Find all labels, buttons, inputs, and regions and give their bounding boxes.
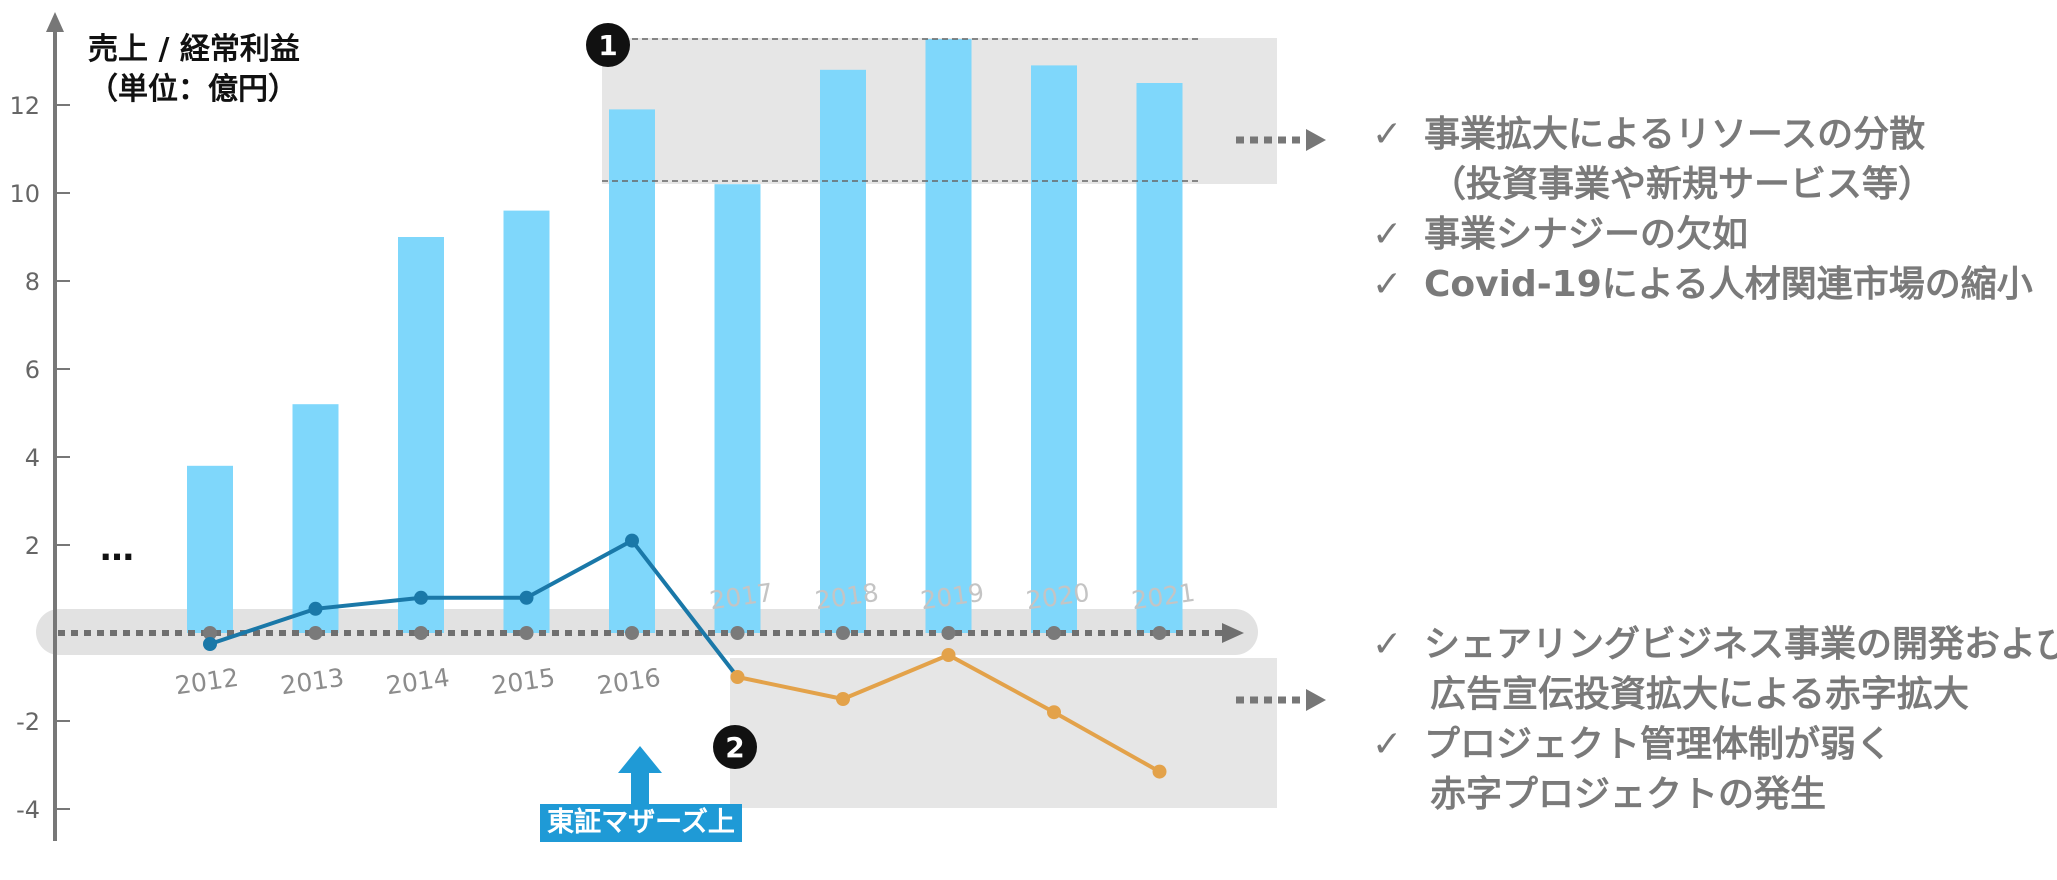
y-axis-arrow-icon: [46, 12, 64, 32]
zero-line-dot: [308, 626, 323, 640]
revenue-bar: [714, 184, 761, 633]
note-text: プロジェクト管理体制が弱く: [1424, 724, 1893, 765]
up-arrow-icon: [618, 746, 662, 806]
y-axis-title-line2: （単位：億円）: [88, 72, 298, 107]
zero-line-dot: [941, 626, 956, 640]
revenue-bar: [292, 404, 339, 633]
revenue-bar: [1031, 65, 1077, 633]
note-bottom-1: ✓ シェアリングビジネス事業の開発および: [1372, 620, 2057, 670]
check-icon: ✓: [1372, 264, 1403, 305]
profit-point: [625, 533, 639, 548]
note-top-2: ✓ 事業シナジーの欠如: [1372, 210, 2033, 260]
note-text: 事業シナジーの欠如: [1424, 214, 1749, 255]
zero-line-dot: [519, 626, 534, 640]
check-icon: ✓: [1372, 624, 1403, 665]
marker-1: 1: [586, 23, 630, 67]
x-tick-label: 2012: [173, 663, 240, 701]
marker-1-label: 1: [598, 29, 617, 62]
zero-line-dot: [836, 626, 850, 640]
zero-line-dot: [414, 626, 428, 640]
revenue-bar: [503, 210, 550, 633]
notes-top: ✓ 事業拡大によるリソースの分散 （投資事業や新規サービス等） ✓ 事業シナジーの欠…: [1372, 110, 2033, 310]
note-text: Covid-19による人材関連市場の縮小: [1424, 264, 2033, 305]
revenue-bar: [925, 39, 972, 633]
x-tick-label: 2016: [595, 663, 662, 701]
note-top-1-sub: （投資事業や新規サービス等）: [1430, 164, 1935, 205]
y-tick-label: -2: [16, 708, 40, 736]
zero-line-dot: [1047, 626, 1061, 640]
connector-arrow-icon: [1306, 689, 1326, 711]
x-tick-label: 2013: [279, 663, 346, 701]
note-text: 事業拡大によるリソースの分散: [1424, 114, 1926, 155]
notes-bottom: ✓ シェアリングビジネス事業の開発および 広告宣伝投資拡大による赤字拡大 ✓ プロジ…: [1372, 620, 2057, 820]
check-icon: ✓: [1372, 214, 1403, 255]
y-tick-label: 6: [25, 356, 40, 384]
connector-arrow-icon: [1306, 129, 1326, 151]
ellipsis-mark: …: [100, 529, 134, 569]
zero-line-dot: [730, 626, 745, 640]
revenue-bar: [398, 237, 444, 633]
check-icon: ✓: [1372, 724, 1403, 765]
note-top-3: ✓ Covid-19による人材関連市場の縮小: [1372, 260, 2033, 310]
y-tick-label: 8: [25, 268, 40, 296]
note-bottom-1-sub: 広告宣伝投資拡大による赤字拡大: [1430, 674, 1969, 715]
profit-point: [1152, 764, 1167, 779]
y-tick-label: 12: [9, 92, 40, 120]
y-tick-label: 2: [25, 532, 40, 560]
revenue-bar: [1136, 83, 1183, 633]
highlight-bottom-panel: [730, 658, 1277, 808]
profit-point: [519, 590, 534, 605]
marker-2-label: 2: [725, 731, 744, 764]
marker-1-circle: [586, 23, 630, 67]
check-icon: ✓: [1372, 114, 1403, 155]
zero-line-dot: [625, 626, 639, 640]
marker-2: 2: [713, 725, 757, 769]
note-bottom-2-sub: 赤字プロジェクトの発生: [1430, 774, 1827, 815]
x-axis-arrow-icon: [1222, 623, 1244, 643]
zero-line-dot: [203, 626, 217, 640]
profit-point: [1047, 705, 1061, 720]
note-text: シェアリングビジネス事業の開発および: [1424, 624, 2057, 665]
x-tick-label: 2014: [384, 663, 451, 701]
listing-label: 東証マザーズ上場: [540, 804, 742, 876]
note-bottom-2: ✓ プロジェクト管理体制が弱く: [1372, 720, 2057, 770]
y-tick-label: 4: [25, 444, 40, 472]
y-tick-label: 10: [9, 180, 40, 208]
profit-point: [941, 648, 956, 662]
revenue-bar: [820, 69, 866, 634]
profit-point: [730, 670, 745, 684]
revenue-bar: [609, 109, 655, 633]
marker-2-circle: [713, 725, 757, 769]
y-axis-title: 売上 / 経常利益 （単位：億円）: [88, 30, 300, 110]
profit-point: [836, 692, 850, 706]
x-tick-label: 2015: [490, 663, 557, 701]
profit-line: [209, 538, 740, 679]
y-tick-label: -4: [16, 796, 40, 824]
y-axis-title-line1: 売上 / 経常利益: [88, 32, 300, 67]
profit-point: [414, 590, 428, 605]
zero-line-dot: [1152, 626, 1167, 640]
note-top-1: ✓ 事業拡大によるリソースの分散: [1372, 110, 2033, 160]
revenue-bar: [187, 465, 233, 633]
profit-point: [203, 637, 217, 651]
profit-point: [308, 601, 323, 616]
